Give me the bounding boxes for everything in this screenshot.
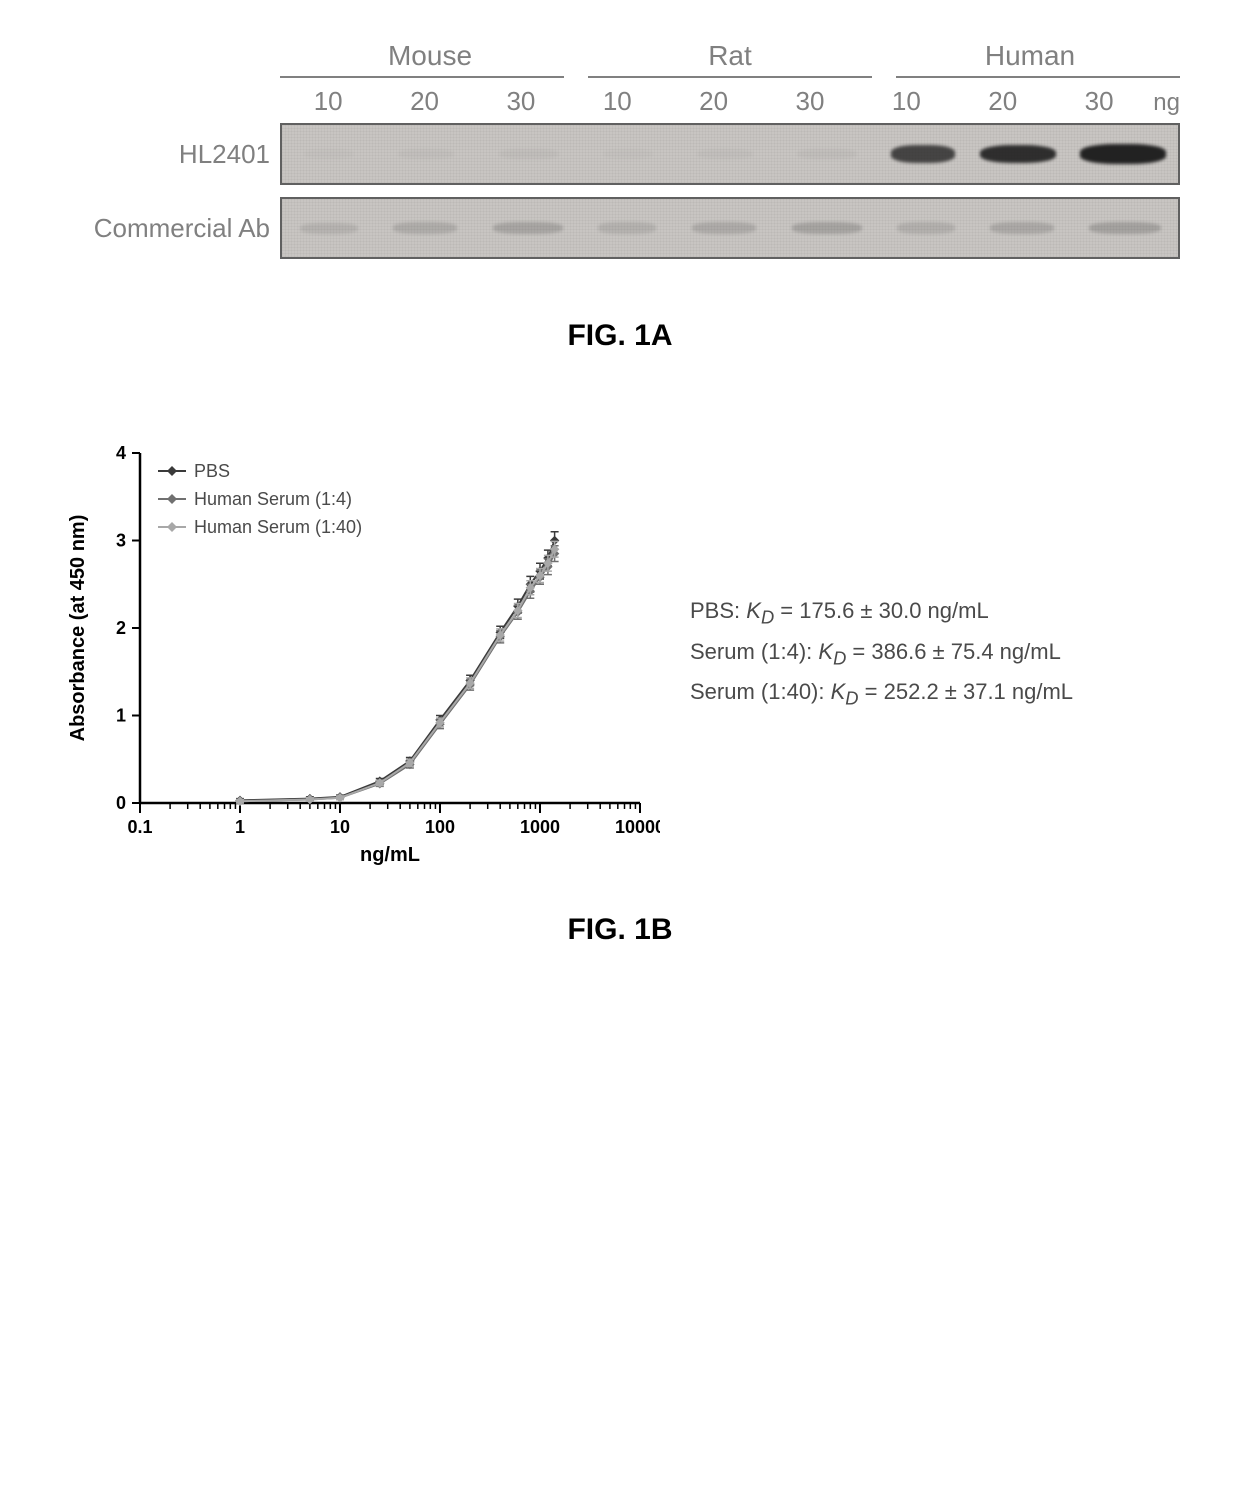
kd-values-panel: PBS: KD = 175.6 ± 30.0 ng/mLSerum (1:4):… bbox=[690, 592, 1073, 714]
blot-band bbox=[980, 145, 1056, 164]
chart-container: 0 1 2 3 4 0.1 1 10 100 1000 10000 ng/mL Absorbance (… bbox=[60, 433, 660, 873]
blot-row-label: HL2401 bbox=[60, 139, 280, 170]
figure-1a-caption: FIG. 1A bbox=[20, 319, 1220, 353]
blot-band bbox=[990, 222, 1054, 234]
lane-amount: 30 bbox=[506, 86, 535, 117]
svg-text:PBS: PBS bbox=[194, 461, 230, 481]
blot-band bbox=[797, 149, 857, 159]
blot-band bbox=[598, 222, 656, 233]
svg-text:1: 1 bbox=[116, 706, 126, 726]
figure-1b-caption: FIG. 1B bbox=[20, 913, 1220, 947]
kd-line: Serum (1:40): KD = 252.2 ± 37.1 ng/mL bbox=[690, 673, 1073, 714]
svg-text:1: 1 bbox=[235, 817, 245, 837]
figure-1a-western-blot: Mouse Rat Human 10 20 30 10 20 30 10 20 … bbox=[60, 40, 1180, 259]
svg-text:3: 3 bbox=[116, 531, 126, 551]
lane-amount: 20 bbox=[699, 86, 728, 117]
figure-1b-binding-curve: 0 1 2 3 4 0.1 1 10 100 1000 10000 ng/mL Absorbance (… bbox=[60, 433, 1180, 873]
lane-amount: 10 bbox=[314, 86, 343, 117]
lane-amount: 10 bbox=[603, 86, 632, 117]
blot-strip bbox=[280, 123, 1180, 185]
svg-text:0.1: 0.1 bbox=[127, 817, 152, 837]
blot-band bbox=[398, 149, 454, 159]
unit-label: ng bbox=[1153, 89, 1180, 117]
blot-band bbox=[603, 149, 653, 159]
kd-line: Serum (1:4): KD = 386.6 ± 75.4 ng/mL bbox=[690, 633, 1073, 674]
species-header: Human bbox=[880, 40, 1180, 72]
blot-row: Commercial Ab bbox=[60, 197, 1180, 259]
lane-label-row: 10 20 30 10 20 30 10 20 30 ng bbox=[280, 86, 1180, 117]
species-header-row: Mouse Rat Human bbox=[280, 40, 1180, 72]
svg-text:10000: 10000 bbox=[615, 817, 660, 837]
lane-amount: 30 bbox=[1085, 86, 1114, 117]
svg-text:Human Serum (1:4): Human Serum (1:4) bbox=[194, 489, 352, 509]
binding-curve-chart: 0 1 2 3 4 0.1 1 10 100 1000 10000 ng/mL Absorbance (… bbox=[60, 433, 660, 873]
blot-band bbox=[499, 149, 559, 159]
lane-amount: 20 bbox=[988, 86, 1017, 117]
svg-text:100: 100 bbox=[425, 817, 455, 837]
blot-band bbox=[393, 222, 457, 233]
lane-amount: 30 bbox=[796, 86, 825, 117]
blot-band bbox=[697, 149, 753, 159]
svg-text:Human Serum (1:40): Human Serum (1:40) bbox=[194, 517, 362, 537]
blot-band bbox=[304, 149, 354, 159]
blot-band bbox=[300, 223, 358, 234]
kd-line: PBS: KD = 175.6 ± 30.0 ng/mL bbox=[690, 592, 1073, 633]
blot-band bbox=[792, 222, 862, 234]
species-header: Mouse bbox=[280, 40, 580, 72]
blot-band bbox=[493, 222, 563, 234]
lane-amount: 10 bbox=[892, 86, 921, 117]
blot-band bbox=[692, 222, 756, 234]
blot-row: HL2401 bbox=[60, 123, 1180, 185]
svg-text:0: 0 bbox=[116, 793, 126, 813]
blot-band bbox=[891, 145, 955, 163]
svg-text:10: 10 bbox=[330, 817, 350, 837]
species-header: Rat bbox=[580, 40, 880, 72]
blot-band bbox=[1089, 222, 1161, 234]
species-underline-row bbox=[280, 76, 1180, 78]
blot-band bbox=[1080, 144, 1166, 164]
svg-text:4: 4 bbox=[116, 443, 126, 463]
svg-text:ng/mL: ng/mL bbox=[360, 844, 420, 866]
svg-text:2: 2 bbox=[116, 618, 126, 638]
blot-band bbox=[897, 222, 955, 233]
svg-text:1000: 1000 bbox=[520, 817, 560, 837]
blot-strip bbox=[280, 197, 1180, 259]
lane-amount: 20 bbox=[410, 86, 439, 117]
blot-row-label: Commercial Ab bbox=[60, 213, 280, 244]
svg-text:Absorbance (at 450 nm): Absorbance (at 450 nm) bbox=[67, 515, 89, 742]
